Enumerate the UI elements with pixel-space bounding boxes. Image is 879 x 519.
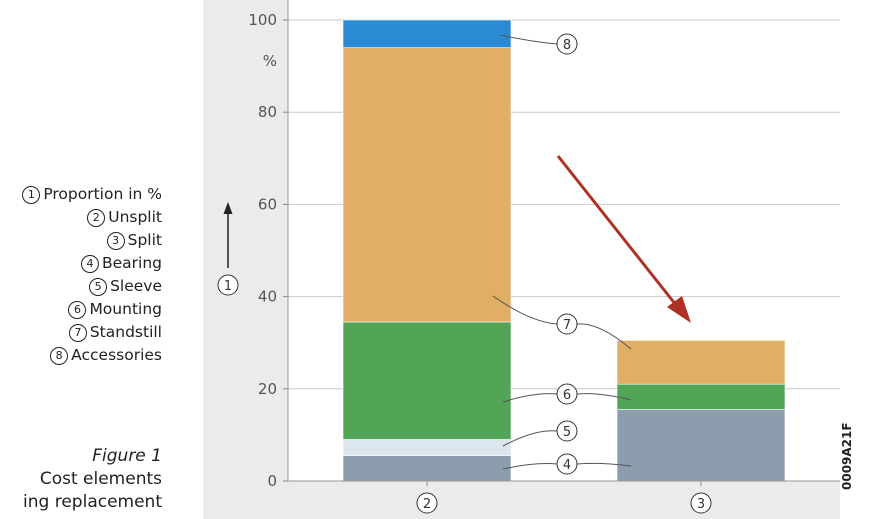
legend-label: Accessories (71, 346, 162, 364)
callout-line (502, 430, 558, 447)
legend-marker: 7 (68, 324, 87, 342)
callout-marker: 7 (556, 313, 578, 335)
caption-line-2: ing replacement (23, 492, 162, 512)
callout-line (576, 462, 632, 467)
marker-circle (556, 420, 578, 442)
stacked-bar-chart: 0 20 40 60 80 100% 1 2 3 8 7 6 5 4 (203, 0, 840, 519)
y-unit-label: % (263, 52, 277, 70)
marker-circle (556, 453, 578, 475)
legend-label: Split (127, 231, 162, 249)
legend-marker: 1 (22, 186, 41, 204)
legend: 1 Proportion in % 2 Unsplit 3 Split 4 Bearing 5 S… (0, 183, 162, 367)
marker-circle (556, 383, 578, 405)
marker-text: 7 (563, 318, 571, 333)
trend-arrow-head (667, 296, 691, 323)
legend-marker: 3 (106, 232, 125, 250)
legend-item: 6 Mounting (0, 298, 162, 321)
marker-text: 1 (224, 279, 232, 294)
marker-text: 6 (563, 388, 571, 403)
y-tick-label: 80 (258, 103, 277, 121)
marker-circle (556, 313, 578, 335)
callout-marker: 5 (556, 420, 578, 442)
legend-marker: 8 (50, 347, 69, 365)
trend-arrow-shaft (556, 155, 678, 306)
bar-segment (342, 455, 512, 482)
legend-marker: 5 (89, 278, 108, 296)
figure-number: Figure 1 (92, 446, 162, 466)
marker-circle (416, 492, 438, 514)
figure-code: 0009A21F (840, 422, 854, 490)
y-axis-marker: 1 (217, 274, 239, 296)
y-tick-label: 60 (258, 195, 277, 213)
legend-item: 1 Proportion in % (0, 183, 162, 206)
x-category-marker: 2 (416, 492, 438, 514)
marker-circle (690, 492, 712, 514)
callout-line (576, 393, 632, 401)
legend-marker: 4 (80, 255, 99, 273)
y-tick-label: 100 (248, 11, 277, 29)
legend-item: 2 Unsplit (0, 206, 162, 229)
legend-item: 8 Accessories (0, 344, 162, 367)
x-category-marker: 3 (690, 492, 712, 514)
bar-segment (616, 340, 786, 385)
legend-marker: 6 (68, 301, 87, 319)
y-tick-label: 20 (258, 380, 277, 398)
marker-text: 2 (423, 497, 431, 512)
legend-marker: 2 (87, 209, 106, 227)
legend-item: 5 Sleeve (0, 275, 162, 298)
callout-line (576, 323, 632, 350)
bar-segment (342, 321, 512, 440)
callout-marker: 6 (556, 383, 578, 405)
bar-segment (342, 47, 512, 323)
y-tick-label: 0 (267, 472, 277, 490)
callout-line (492, 295, 558, 325)
callout-line (502, 463, 558, 470)
marker-text: 4 (563, 458, 571, 473)
bar-segment (616, 383, 786, 410)
marker-text: 3 (697, 497, 705, 512)
caption-line-1: Cost elements (39, 469, 162, 489)
marker-text: 5 (563, 425, 571, 440)
callout-line (502, 393, 558, 403)
legend-item: 7 Standstill (0, 321, 162, 344)
legend-label: Sleeve (110, 277, 162, 295)
bar-segment (616, 409, 786, 482)
figure-caption: Figure 1 Cost elements ing replacement (0, 445, 162, 514)
y-tick-label: 40 (258, 288, 277, 306)
callout-marker: 4 (556, 453, 578, 475)
marker-circle (217, 274, 239, 296)
marker-text: 8 (563, 38, 571, 53)
callout-marker: 8 (556, 33, 578, 55)
bar-segment (342, 19, 512, 48)
legend-label: Unsplit (108, 208, 162, 226)
y-axis-arrow-head (223, 202, 233, 214)
legend-item: 3 Split (0, 229, 162, 252)
legend-label: Mounting (89, 300, 162, 318)
legend-item: 4 Bearing (0, 252, 162, 275)
marker-circle (556, 33, 578, 55)
legend-label: Proportion in % (43, 185, 162, 203)
callout-line (499, 34, 558, 45)
legend-label: Standstill (89, 323, 162, 341)
legend-label: Bearing (101, 254, 162, 272)
bar-segment (342, 439, 512, 456)
